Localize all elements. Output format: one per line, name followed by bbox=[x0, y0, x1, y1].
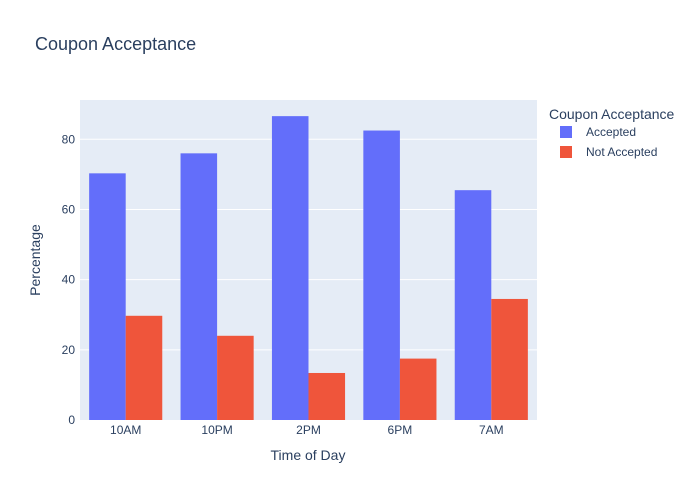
legend-swatch[interactable] bbox=[560, 146, 572, 158]
x-tick-label: 6PM bbox=[388, 423, 413, 437]
x-tick-label: 10PM bbox=[201, 423, 232, 437]
legend[interactable]: Coupon Acceptance Accepted Not Accepted bbox=[549, 106, 675, 159]
bar-accepted-6pm[interactable] bbox=[363, 130, 400, 421]
legend-swatch[interactable] bbox=[560, 126, 572, 138]
y-tick-label: 0 bbox=[68, 413, 75, 427]
bar-accepted-2pm[interactable] bbox=[271, 116, 309, 420]
bar-not-accepted-6pm[interactable] bbox=[399, 358, 437, 420]
bar-accepted-10pm[interactable] bbox=[180, 153, 218, 421]
y-axis-title: Percentage bbox=[27, 224, 43, 296]
x-axis-ticks: 10AM 10PM 2PM 6PM 7AM bbox=[110, 423, 504, 437]
x-axis-title: Time of Day bbox=[271, 447, 346, 463]
bar-not-accepted-7am[interactable] bbox=[491, 298, 528, 420]
x-tick-label: 10AM bbox=[110, 423, 141, 437]
bar-not-accepted-10am[interactable] bbox=[125, 315, 163, 420]
y-tick-label: 80 bbox=[62, 132, 76, 146]
legend-item-label[interactable]: Accepted bbox=[586, 125, 636, 139]
y-tick-label: 60 bbox=[62, 202, 76, 216]
y-axis-ticks: 0 20 40 60 80 bbox=[62, 132, 76, 427]
bar-not-accepted-10pm[interactable] bbox=[217, 335, 254, 420]
legend-title: Coupon Acceptance bbox=[549, 106, 675, 122]
bars bbox=[89, 116, 528, 421]
x-tick-label: 2PM bbox=[296, 423, 321, 437]
bar-not-accepted-2pm[interactable] bbox=[308, 372, 346, 420]
y-tick-label: 40 bbox=[62, 273, 76, 287]
y-tick-label: 20 bbox=[62, 343, 76, 357]
legend-item-label[interactable]: Not Accepted bbox=[586, 145, 657, 159]
bar-accepted-10am[interactable] bbox=[89, 173, 126, 420]
bar-accepted-7am[interactable] bbox=[454, 190, 492, 420]
chart-title: Coupon Acceptance bbox=[35, 34, 196, 54]
x-tick-label: 7AM bbox=[479, 423, 504, 437]
